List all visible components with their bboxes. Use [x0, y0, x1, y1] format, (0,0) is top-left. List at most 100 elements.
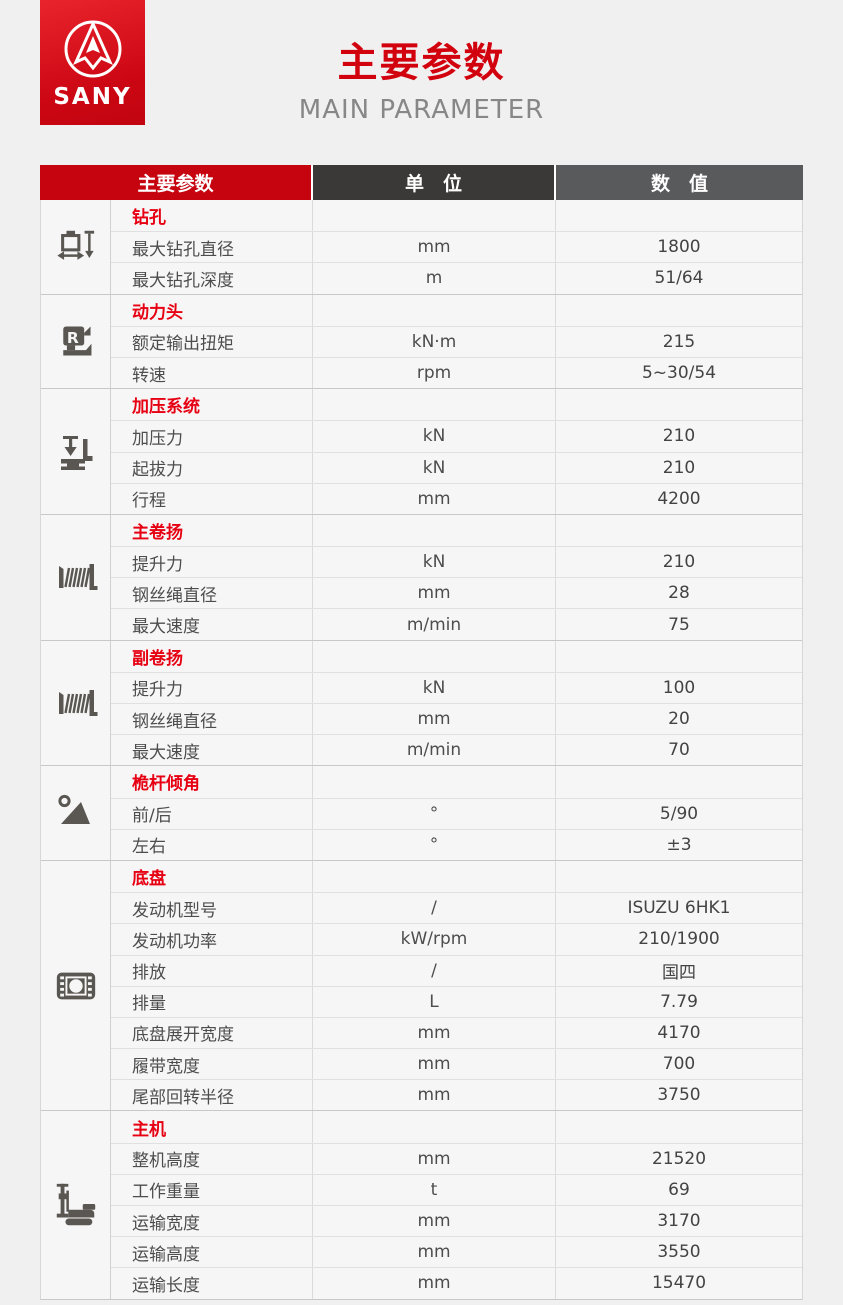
value-cell: 7.79: [555, 986, 802, 1017]
value-cell: 100: [555, 672, 802, 703]
section-title-row: 桅杆倾角: [111, 766, 802, 798]
unit-cell: °: [312, 798, 555, 829]
param-cell: 钢丝绳直径: [132, 585, 217, 606]
main-winch-icon: [41, 514, 111, 640]
spec-table: 主要参数 单 位 数 值 钻孔 最大钻孔直径 mm 1800 最大钻孔深度 m 51/64 …: [40, 165, 803, 1300]
page-title: 主要参数: [337, 40, 506, 86]
value-cell: 28: [555, 578, 802, 609]
section-title-row: 钻孔: [111, 200, 802, 232]
crowd-system-icon: [41, 389, 111, 514]
value-cell: 21520: [555, 1143, 802, 1174]
unit-cell: kN: [312, 452, 555, 483]
unit-cell: [312, 860, 555, 893]
section-drill-hole: 钻孔 最大钻孔直径 mm 1800 最大钻孔深度 m 51/64: [41, 200, 802, 294]
drill-hole-icon: [41, 200, 111, 294]
unit-cell: L: [312, 986, 555, 1017]
header-cell-param: 主要参数: [40, 165, 313, 200]
param-cell: 加压力: [132, 428, 183, 449]
unit-cell: [312, 514, 555, 547]
section-title-row: 动力头: [111, 294, 802, 326]
param-cell: 最大速度: [132, 617, 200, 638]
value-cell: 210: [555, 452, 802, 483]
spec-row: 排量 L 7.79: [111, 985, 802, 1017]
unit-cell: mm: [312, 483, 555, 514]
spec-row: 尾部回转半径 mm 3750: [111, 1079, 802, 1111]
value-cell: 20: [555, 704, 802, 735]
section-title-row: 主卷扬: [111, 514, 802, 547]
unit-cell: mm: [312, 1268, 555, 1299]
unit-cell: m: [312, 263, 555, 294]
spec-row: 前/后 ° 5/90: [111, 797, 802, 829]
value-cell: 69: [555, 1174, 802, 1205]
param-cell: 尾部回转半径: [132, 1087, 234, 1108]
spec-row: 运输宽度 mm 3170: [111, 1205, 802, 1237]
value-cell: 75: [555, 609, 802, 640]
unit-cell: kN: [312, 421, 555, 452]
param-cell: 运输宽度: [132, 1213, 200, 1234]
section-title: 底盘: [132, 869, 166, 890]
sany-logo-text: SANY: [53, 83, 132, 110]
unit-cell: [312, 294, 555, 326]
sany-emblem-icon: [64, 19, 121, 77]
unit-cell: mm: [312, 1080, 555, 1111]
section-title: 副卷扬: [132, 648, 183, 669]
section-title: 主卷扬: [132, 522, 183, 543]
spec-row: 工作重量 t 69: [111, 1173, 802, 1205]
spec-row: 额定输出扭矩 kN·m 215: [111, 325, 802, 357]
section-title-row: 加压系统: [111, 389, 802, 421]
value-cell: [555, 1111, 802, 1143]
section-title-row: 底盘: [111, 860, 802, 893]
spec-row: 起拔力 kN 210: [111, 451, 802, 483]
param-cell: 转速: [132, 365, 166, 386]
param-cell: 起拔力: [132, 460, 183, 481]
unit-cell: [312, 766, 555, 798]
spec-row: 提升力 kN 210: [111, 546, 802, 578]
value-cell: [555, 389, 802, 421]
unit-cell: kW/rpm: [312, 924, 555, 955]
value-cell: 4200: [555, 483, 802, 514]
value-cell: ±3: [555, 829, 802, 860]
unit-cell: mm: [312, 578, 555, 609]
unit-cell: mm: [312, 1143, 555, 1174]
param-cell: 发动机型号: [132, 900, 217, 921]
unit-cell: [312, 640, 555, 672]
param-cell: 整机高度: [132, 1151, 200, 1172]
spec-row: 发动机功率 kW/rpm 210/1900: [111, 923, 802, 955]
unit-cell: t: [312, 1174, 555, 1205]
unit-cell: mm: [312, 1017, 555, 1049]
section-title: 动力头: [132, 302, 183, 323]
value-cell: 210/1900: [555, 924, 802, 955]
value-cell: 5~30/54: [555, 357, 802, 389]
param-cell: 运输长度: [132, 1275, 200, 1296]
param-cell: 提升力: [132, 554, 183, 575]
section-title: 桅杆倾角: [132, 774, 200, 795]
value-cell: 5/90: [555, 798, 802, 829]
spec-row: 履带宽度 mm 700: [111, 1048, 802, 1080]
spec-row: 运输长度 mm 15470: [111, 1267, 802, 1299]
spec-row: 钢丝绳直径 mm 28: [111, 577, 802, 609]
value-cell: 国四: [555, 955, 802, 986]
svg-text:R: R: [66, 329, 78, 347]
mast-angle-icon: [41, 766, 111, 860]
section-mast-angle: 桅杆倾角 前/后 ° 5/90 左右 ° ±3: [41, 765, 802, 860]
section-title-row: 副卷扬: [111, 640, 802, 672]
section-title: 钻孔: [132, 208, 166, 229]
param-cell: 提升力: [132, 680, 183, 701]
param-cell: 钢丝绳直径: [132, 711, 217, 732]
spec-row: 提升力 kN 100: [111, 671, 802, 703]
chassis-icon: [41, 860, 111, 1111]
value-cell: 210: [555, 547, 802, 578]
unit-cell: /: [312, 893, 555, 924]
spec-row: 左右 ° ±3: [111, 828, 802, 860]
section-chassis: 底盘 发动机型号 / ISUZU 6HK1 发动机功率 kW/rpm 210/1900 排放 /…: [41, 859, 802, 1111]
aux-winch-icon: [41, 640, 111, 766]
value-cell: 215: [555, 326, 802, 357]
value-cell: [555, 200, 802, 232]
rotary-head-icon: R: [41, 294, 111, 389]
unit-cell: mm: [312, 232, 555, 263]
spec-row: 底盘展开宽度 mm 4170: [111, 1016, 802, 1049]
unit-cell: kN: [312, 672, 555, 703]
value-cell: [555, 294, 802, 326]
title-block: 主要参数 MAIN PARAMETER: [0, 30, 843, 125]
value-cell: ISUZU 6HK1: [555, 893, 802, 924]
